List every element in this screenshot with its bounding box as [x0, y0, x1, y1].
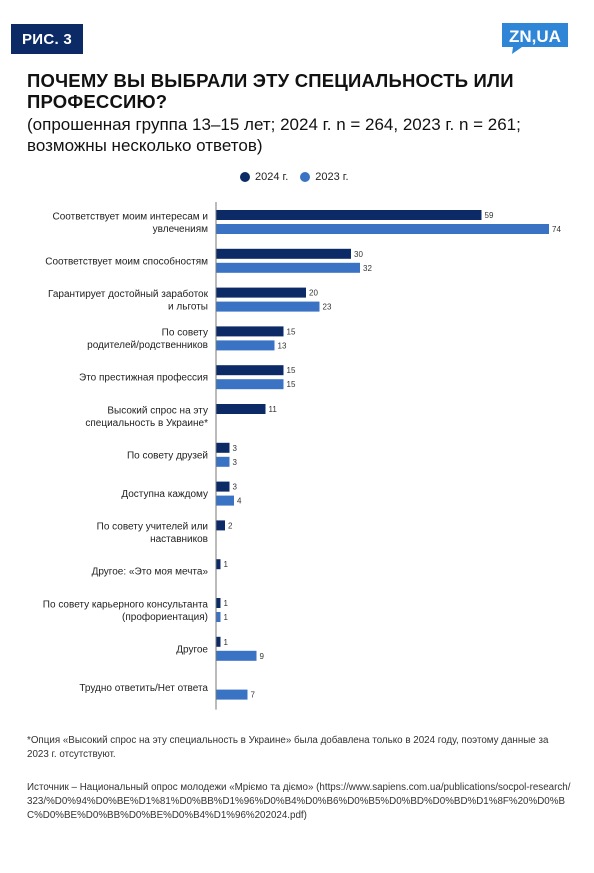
- category-label: Высокий спрос на эту: [107, 405, 208, 416]
- category-label: Соответствует моим интересам и: [53, 211, 209, 222]
- legend-swatch-2023: [300, 172, 311, 182]
- category-label: (профориентация): [122, 611, 208, 623]
- data-label: 20: [309, 289, 318, 298]
- bar-2023: [216, 689, 248, 700]
- bar-2024: [216, 636, 221, 647]
- category-label: Другое: «Это моя мечта»: [92, 567, 209, 578]
- bar-2023: [216, 379, 284, 390]
- data-label: 23: [323, 303, 332, 312]
- data-label: 2: [228, 521, 233, 530]
- bar-2023: [216, 456, 230, 467]
- data-label: 9: [260, 652, 265, 661]
- bar-2024: [216, 598, 221, 608]
- category-label: Доступна каждому: [121, 489, 208, 500]
- data-label: 1: [224, 613, 229, 622]
- bar-2024: [216, 210, 482, 220]
- category-label: По совету учителей или: [97, 522, 208, 533]
- bar-2024: [216, 287, 306, 298]
- bar-2024: [216, 326, 284, 337]
- data-label: 3: [233, 458, 238, 467]
- data-label: 7: [251, 691, 256, 700]
- legend-label-2023: 2023 г.: [315, 171, 349, 183]
- data-label: 3: [233, 483, 238, 492]
- bar-2023: [216, 262, 360, 273]
- data-label: 30: [354, 250, 363, 259]
- data-label: 13: [278, 341, 287, 350]
- category-label: По совету: [162, 328, 208, 339]
- category-label: специальность в Украине*: [85, 418, 208, 429]
- data-label: 15: [287, 366, 296, 375]
- data-label: 11: [269, 405, 278, 414]
- legend-item-2023: 2023 г.: [300, 171, 349, 183]
- category-label: наставников: [150, 534, 208, 545]
- bar-2024: [216, 248, 351, 259]
- bar-2023: [216, 495, 234, 506]
- bar-2024: [216, 404, 266, 414]
- category-label: родителей/родственников: [87, 340, 208, 351]
- legend-label-2024: 2024 г.: [255, 171, 289, 183]
- data-label: 59: [485, 211, 494, 220]
- data-label: 3: [233, 444, 238, 453]
- bar-2023: [216, 650, 257, 661]
- chart-title: ПОЧЕМУ ВЫ ВЫБРАЛИ ЭТУ СПЕЦИАЛЬНОСТЬ ИЛИ …: [27, 70, 514, 112]
- chart-legend: 2024 г. 2023 г.: [240, 171, 361, 183]
- category-label: и льготы: [168, 301, 208, 312]
- data-label: 32: [363, 264, 372, 273]
- bar-2024: [216, 481, 230, 492]
- category-label: Соответствует моим способностям: [45, 255, 208, 267]
- legend-swatch-2024: [240, 172, 250, 182]
- bar-2024: [216, 365, 284, 376]
- bar-2024: [216, 442, 230, 453]
- footnote: *Опция «Высокий спрос на эту специальнос…: [27, 735, 549, 760]
- data-label: 1: [224, 599, 229, 608]
- bar-2023: [216, 340, 275, 351]
- category-label: Трудно ответить/Нет ответа: [79, 683, 208, 694]
- category-label: По совету карьерного консультанта: [43, 599, 209, 610]
- source-note: Источник – Национальный опрос молодежи «…: [27, 782, 571, 821]
- bar-2023: [216, 301, 320, 312]
- bar-2023: [216, 224, 549, 234]
- data-label: 15: [287, 327, 296, 336]
- data-label: 74: [552, 225, 561, 234]
- category-label: Это престижная профессия: [79, 372, 208, 384]
- category-label: Гарантирует достойный заработок: [48, 288, 209, 300]
- svg-text:ZN,UA: ZN,UA: [509, 27, 561, 46]
- data-label: 4: [237, 497, 242, 506]
- data-label: 1: [224, 638, 229, 647]
- figure-badge: РИС. 3: [11, 24, 83, 54]
- bar-2023: [216, 612, 221, 622]
- chart-subtitle: (опрошенная группа 13–15 лет; 2024 г. n …: [27, 115, 521, 155]
- category-label: По совету друзей: [127, 450, 208, 461]
- legend-item-2024: 2024 г.: [240, 171, 288, 183]
- bar-2024: [216, 520, 225, 531]
- znua-logo: ZN,UA: [502, 23, 568, 54]
- bar-2024: [216, 559, 221, 570]
- category-label: Другое: [176, 644, 208, 655]
- bar-chart: Соответствует моим интересам и увлечениям…: [43, 202, 561, 710]
- category-label: увлечениям: [153, 224, 208, 235]
- data-label: 1: [224, 560, 229, 569]
- data-label: 15: [287, 380, 296, 389]
